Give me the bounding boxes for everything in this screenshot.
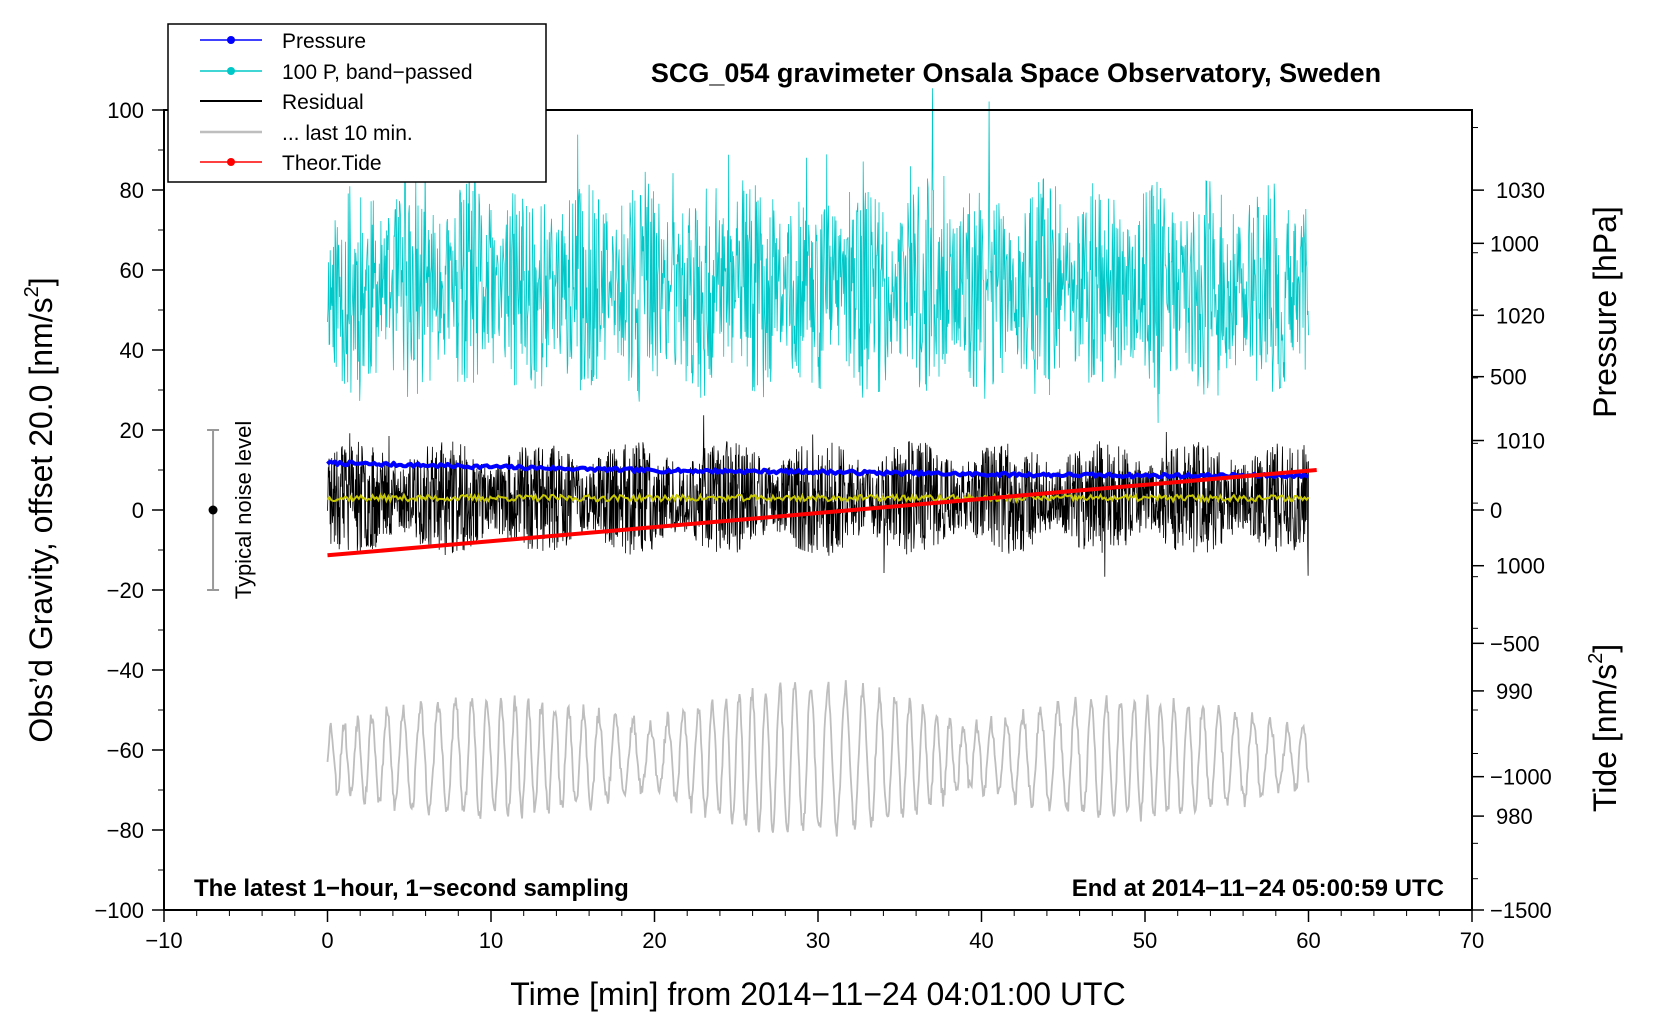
pressure-tick-label: 1000 <box>1496 554 1545 579</box>
tide-tick-label: −1000 <box>1490 765 1552 790</box>
pressure-tick-label: 1020 <box>1496 303 1545 328</box>
series-layer <box>326 88 1317 837</box>
y-tick-label: −40 <box>107 658 144 683</box>
y-tick-label: 0 <box>132 498 144 523</box>
tide-axis-title-end: ] <box>1587 644 1623 653</box>
tide-axis-title-sup: 2 <box>1585 653 1607 664</box>
x-tick-label: 10 <box>479 928 503 953</box>
y-tick-label: −20 <box>107 578 144 603</box>
axis-layer: −10 0 10 20 30 40 50 60 70−100−80−60−40−20020406… <box>94 98 1551 953</box>
y-tick-label: −100 <box>94 898 144 923</box>
legend-item-last10: ... last 10 min. <box>200 122 413 145</box>
x-tick-label: 30 <box>806 928 830 953</box>
x-axis-title: Time [min] from 2014−11−24 04:01:00 UTC <box>510 976 1125 1012</box>
legend: Pressure 100 P, band−passed Residual ...… <box>167 23 547 183</box>
y-axis-title-sup: 2 <box>21 286 43 297</box>
legend-label-last10: ... last 10 min. <box>282 122 413 145</box>
x-tick-label: 40 <box>969 928 993 953</box>
last-10-min-line <box>326 680 1310 837</box>
x-tick-label: 0 <box>321 928 333 953</box>
bandpassed-line <box>327 88 1309 423</box>
tide-tick-label: −500 <box>1490 631 1540 656</box>
noise-indicator: Typical noise level <box>207 421 256 600</box>
tide-tick-label: 1000 <box>1490 231 1539 256</box>
x-tick-label: 60 <box>1296 928 1320 953</box>
legend-item-bandpassed: 100 P, band−passed <box>200 61 473 84</box>
legend-label-residual: Residual <box>282 91 364 114</box>
y-axis-title: Obs’d Gravity, offset 20.0 [nm/s2] <box>21 277 59 742</box>
pressure-line <box>326 459 1309 480</box>
pressure-tick-label: 1010 <box>1496 429 1545 454</box>
tide-tick-label: 0 <box>1490 498 1502 523</box>
legend-label-pressure: Pressure <box>282 30 366 53</box>
legend-item-tide: Theor.Tide <box>200 152 382 175</box>
legend-item-pressure: Pressure <box>200 30 366 53</box>
tide-axis-title-text: Tide [nm/s <box>1587 664 1623 812</box>
noise-dot <box>208 505 218 515</box>
legend-label-tide: Theor.Tide <box>282 152 382 175</box>
y-tick-label: 100 <box>107 98 144 123</box>
annotation-end-time: End at 2014−11−24 05:00:59 UTC <box>1072 875 1444 902</box>
annotation-sampling: The latest 1−hour, 1−second sampling <box>194 875 629 902</box>
tide-tick-label: −1500 <box>1490 898 1552 923</box>
y-tick-label: −80 <box>107 818 144 843</box>
y-axis-title-text: Obs’d Gravity, offset 20.0 [nm/s <box>23 297 59 742</box>
pressure-tick-label: 1030 <box>1496 178 1545 203</box>
legend-label-bandpassed: 100 P, band−passed <box>282 61 473 84</box>
x-tick-label: −10 <box>145 928 182 953</box>
residual-line <box>327 415 1309 577</box>
x-tick-label: 20 <box>642 928 666 953</box>
y-tick-label: 20 <box>120 418 144 443</box>
y-tick-label: 60 <box>120 258 144 283</box>
tide-axis-title: Tide [nm/s2] <box>1585 644 1623 812</box>
legend-item-residual: Residual <box>200 91 364 114</box>
legend-box <box>167 23 547 183</box>
chart-title: SCG_054 gravimeter Onsala Space Observat… <box>651 58 1381 88</box>
pressure-tick-label: 980 <box>1496 804 1533 829</box>
residual-smoothed-line <box>326 491 1310 505</box>
legend-marker-bandpassed <box>227 67 235 75</box>
legend-marker-pressure <box>227 36 235 44</box>
y-tick-label: 40 <box>120 338 144 363</box>
y-tick-label: −60 <box>107 738 144 763</box>
tide-line <box>327 468 1317 558</box>
x-tick-label: 70 <box>1460 928 1484 953</box>
y-tick-label: 80 <box>120 178 144 203</box>
legend-marker-tide <box>227 158 235 166</box>
x-tick-label: 50 <box>1133 928 1157 953</box>
noise-label: Typical noise level <box>231 421 256 600</box>
pressure-axis-title: Pressure [hPa] <box>1587 206 1623 418</box>
pressure-tick-label: 990 <box>1496 679 1533 704</box>
tide-tick-label: 500 <box>1490 365 1527 390</box>
y-axis-title-end: ] <box>23 277 59 286</box>
